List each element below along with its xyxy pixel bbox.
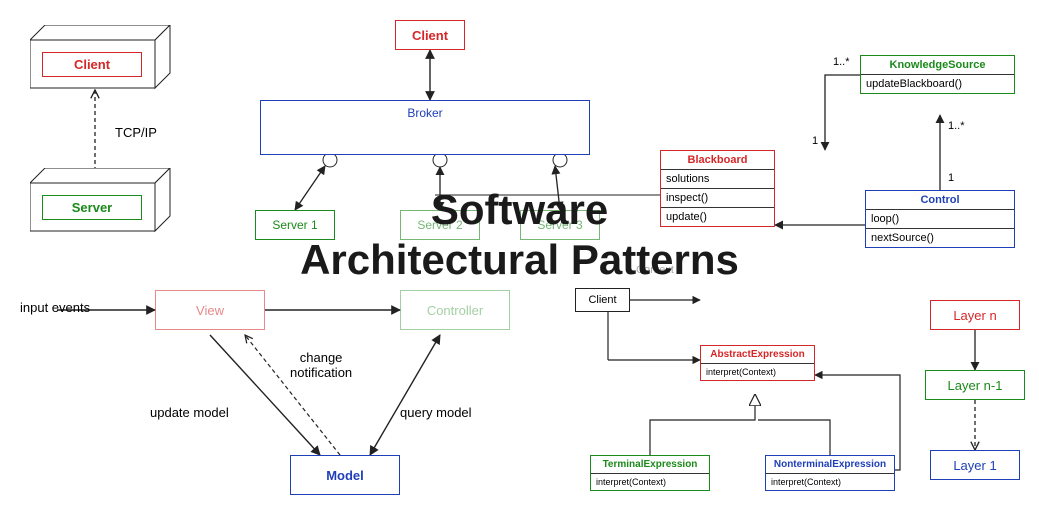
terminal-op: interpret(Context) xyxy=(591,474,709,490)
ks-class-name: KnowledgeSource xyxy=(861,56,1014,75)
terminal-name: TerminalExpression xyxy=(591,456,709,474)
nonterminal-expression-class: NonterminalExpression interpret(Context) xyxy=(765,455,895,491)
update-model-label: update model xyxy=(150,405,229,420)
query-model-label: query model xyxy=(400,405,472,420)
mult-1star-b: 1..* xyxy=(948,120,965,132)
control-class: Control loop() nextSource() xyxy=(865,190,1015,248)
mvc-controller-box: Controller xyxy=(400,290,510,330)
blackboard-attr: solutions xyxy=(661,170,774,189)
interpreter-client-box: Client xyxy=(575,288,630,312)
layer-n-box: Layer n xyxy=(930,300,1020,330)
control-op1: loop() xyxy=(866,210,1014,229)
broker-server-3: Server 3 xyxy=(520,210,600,240)
blackboard-op1: inspect() xyxy=(661,189,774,208)
blackboard-class-name: Blackboard xyxy=(661,151,774,170)
broker-box: Broker xyxy=(260,100,590,155)
mult-1star-a: 1..* xyxy=(833,56,850,68)
control-class-name: Control xyxy=(866,191,1014,210)
mult-1-b: 1 xyxy=(948,172,954,184)
control-op2: nextSource() xyxy=(866,229,1014,247)
broker-server-1: Server 1 xyxy=(255,210,335,240)
terminal-expression-class: TerminalExpression interpret(Context) xyxy=(590,455,710,491)
abstract-op: interpret(Context) xyxy=(701,364,814,380)
nonterminal-op: interpret(Context) xyxy=(766,474,894,490)
server-3d-box: Server xyxy=(30,168,195,243)
broker-server-2: Server 2 xyxy=(400,210,480,240)
layer-1-box: Layer 1 xyxy=(930,450,1020,480)
layer-n1-box: Layer n-1 xyxy=(925,370,1025,400)
abstract-expression-class: AbstractExpression interpret(Context) xyxy=(700,345,815,381)
input-events-label: input events xyxy=(20,300,90,315)
client-3d-box: Client xyxy=(30,25,195,100)
ks-op1: updateBlackboard() xyxy=(861,75,1014,93)
broker-client-box: Client xyxy=(395,20,465,50)
tcpip-label: TCP/IP xyxy=(115,125,157,140)
nonterminal-name: NonterminalExpression xyxy=(766,456,894,474)
client-box: Client xyxy=(42,52,142,77)
server-box: Server xyxy=(42,195,142,220)
blackboard-op2: update() xyxy=(661,208,774,226)
mvc-view-box: View xyxy=(155,290,265,330)
change-notification-label: change notification xyxy=(290,350,352,380)
abstract-name: AbstractExpression xyxy=(701,346,814,364)
mult-1-a: 1 xyxy=(812,135,818,147)
mvc-model-box: Model xyxy=(290,455,400,495)
blackboard-class: Blackboard solutions inspect() update() xyxy=(660,150,775,227)
knowledge-source-class: KnowledgeSource updateBlackboard() xyxy=(860,55,1015,94)
